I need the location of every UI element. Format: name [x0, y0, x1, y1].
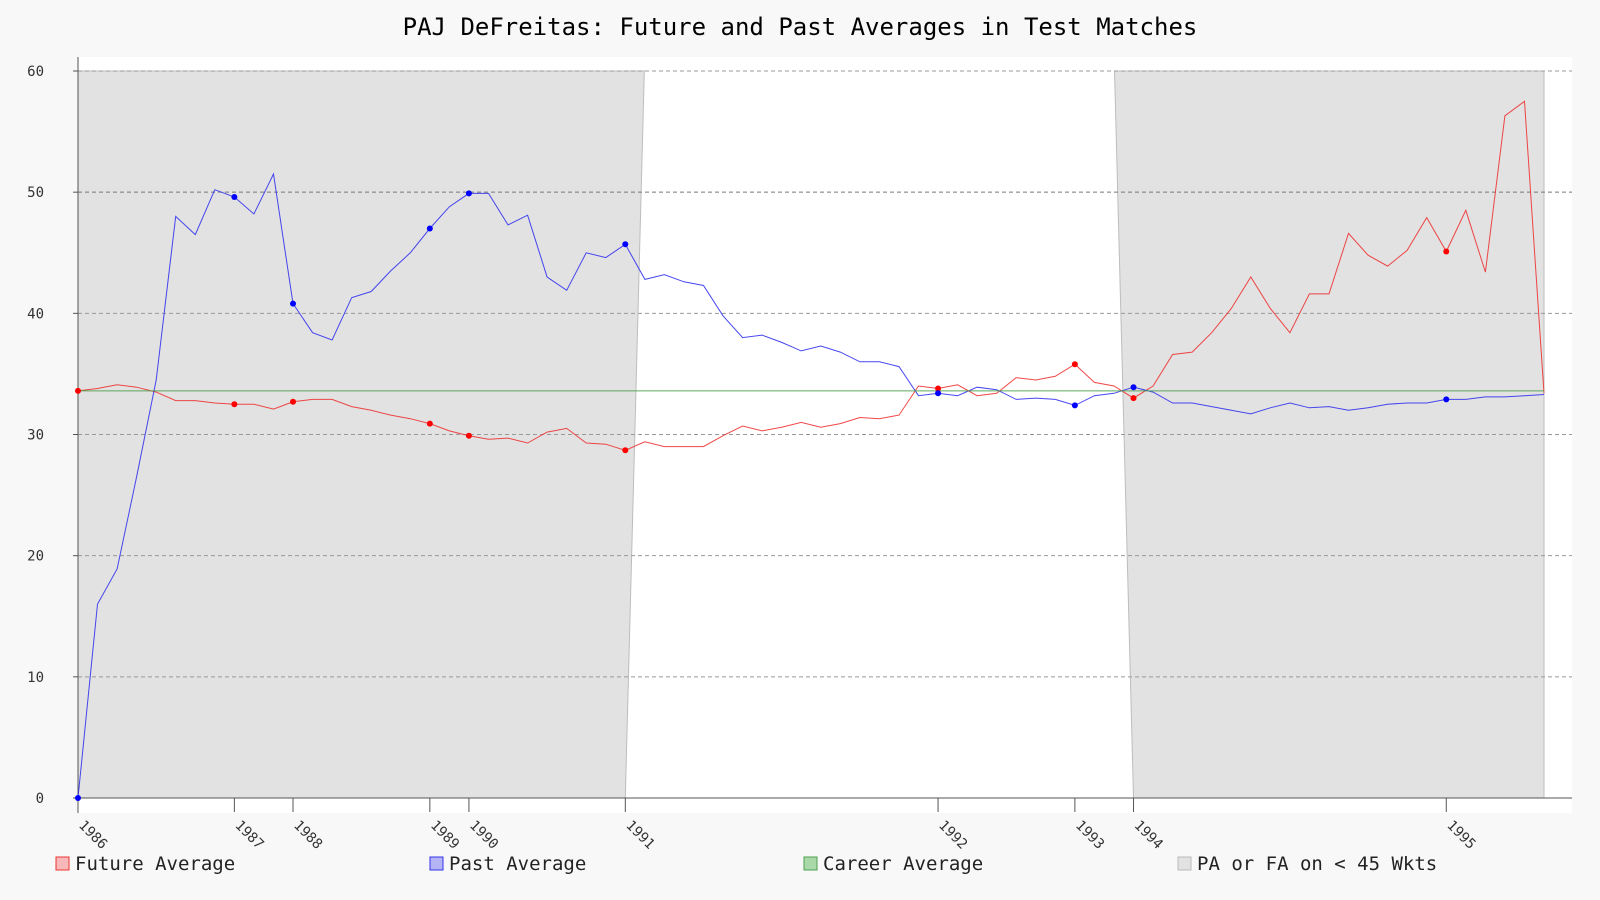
y-tick-label: 0	[36, 791, 44, 807]
future-average-point	[426, 420, 433, 427]
future-average-point	[1071, 361, 1078, 368]
legend-swatch	[1177, 856, 1192, 871]
future-average-line	[77, 100, 1545, 451]
past-average-point	[1130, 384, 1137, 391]
y-tick-labels: 0 10 20 30 40 50 60	[27, 64, 78, 807]
past-average-line	[77, 172, 1545, 799]
y-tick-label: 40	[27, 306, 44, 322]
past-average-point	[1443, 396, 1450, 403]
future-average-point	[1443, 248, 1450, 255]
y-tick-label: 10	[27, 670, 44, 686]
chart-title: PAJ DeFreitas: Future and Past Averages …	[403, 13, 1198, 41]
future-average-point	[290, 398, 297, 405]
legend-label: Future Average	[75, 853, 235, 875]
past-average-point	[426, 225, 433, 232]
past-average-point	[75, 795, 81, 801]
gridlines	[78, 70, 1572, 678]
series-markers	[75, 190, 1450, 801]
future-average-point	[75, 387, 81, 394]
y-tick-label: 20	[27, 549, 44, 565]
legend-label: PA or FA on < 45 Wkts	[1197, 853, 1437, 875]
legend-label: Past Average	[449, 853, 586, 875]
past-average-point	[622, 241, 629, 248]
past-average-point	[935, 390, 942, 397]
y-tick-label: 30	[27, 428, 44, 444]
future-average-point	[1130, 395, 1137, 402]
past-average-point	[290, 300, 297, 307]
series-lines	[77, 100, 1545, 799]
future-average-point	[622, 447, 629, 454]
y-tick-label: 50	[27, 185, 44, 201]
legend-swatch	[55, 856, 70, 871]
past-average-point	[465, 190, 472, 197]
past-average-point	[231, 194, 238, 201]
future-average-point	[231, 401, 238, 408]
y-tick-label: 60	[27, 64, 44, 80]
future-average-point	[465, 432, 472, 439]
legend-swatch	[803, 856, 818, 871]
past-average-point	[1071, 402, 1078, 409]
legend-swatch	[429, 856, 444, 871]
legend: Future Average Past Average Career Average…	[55, 853, 1437, 875]
future-average-point	[935, 385, 942, 392]
legend-label: Career Average	[823, 853, 983, 875]
